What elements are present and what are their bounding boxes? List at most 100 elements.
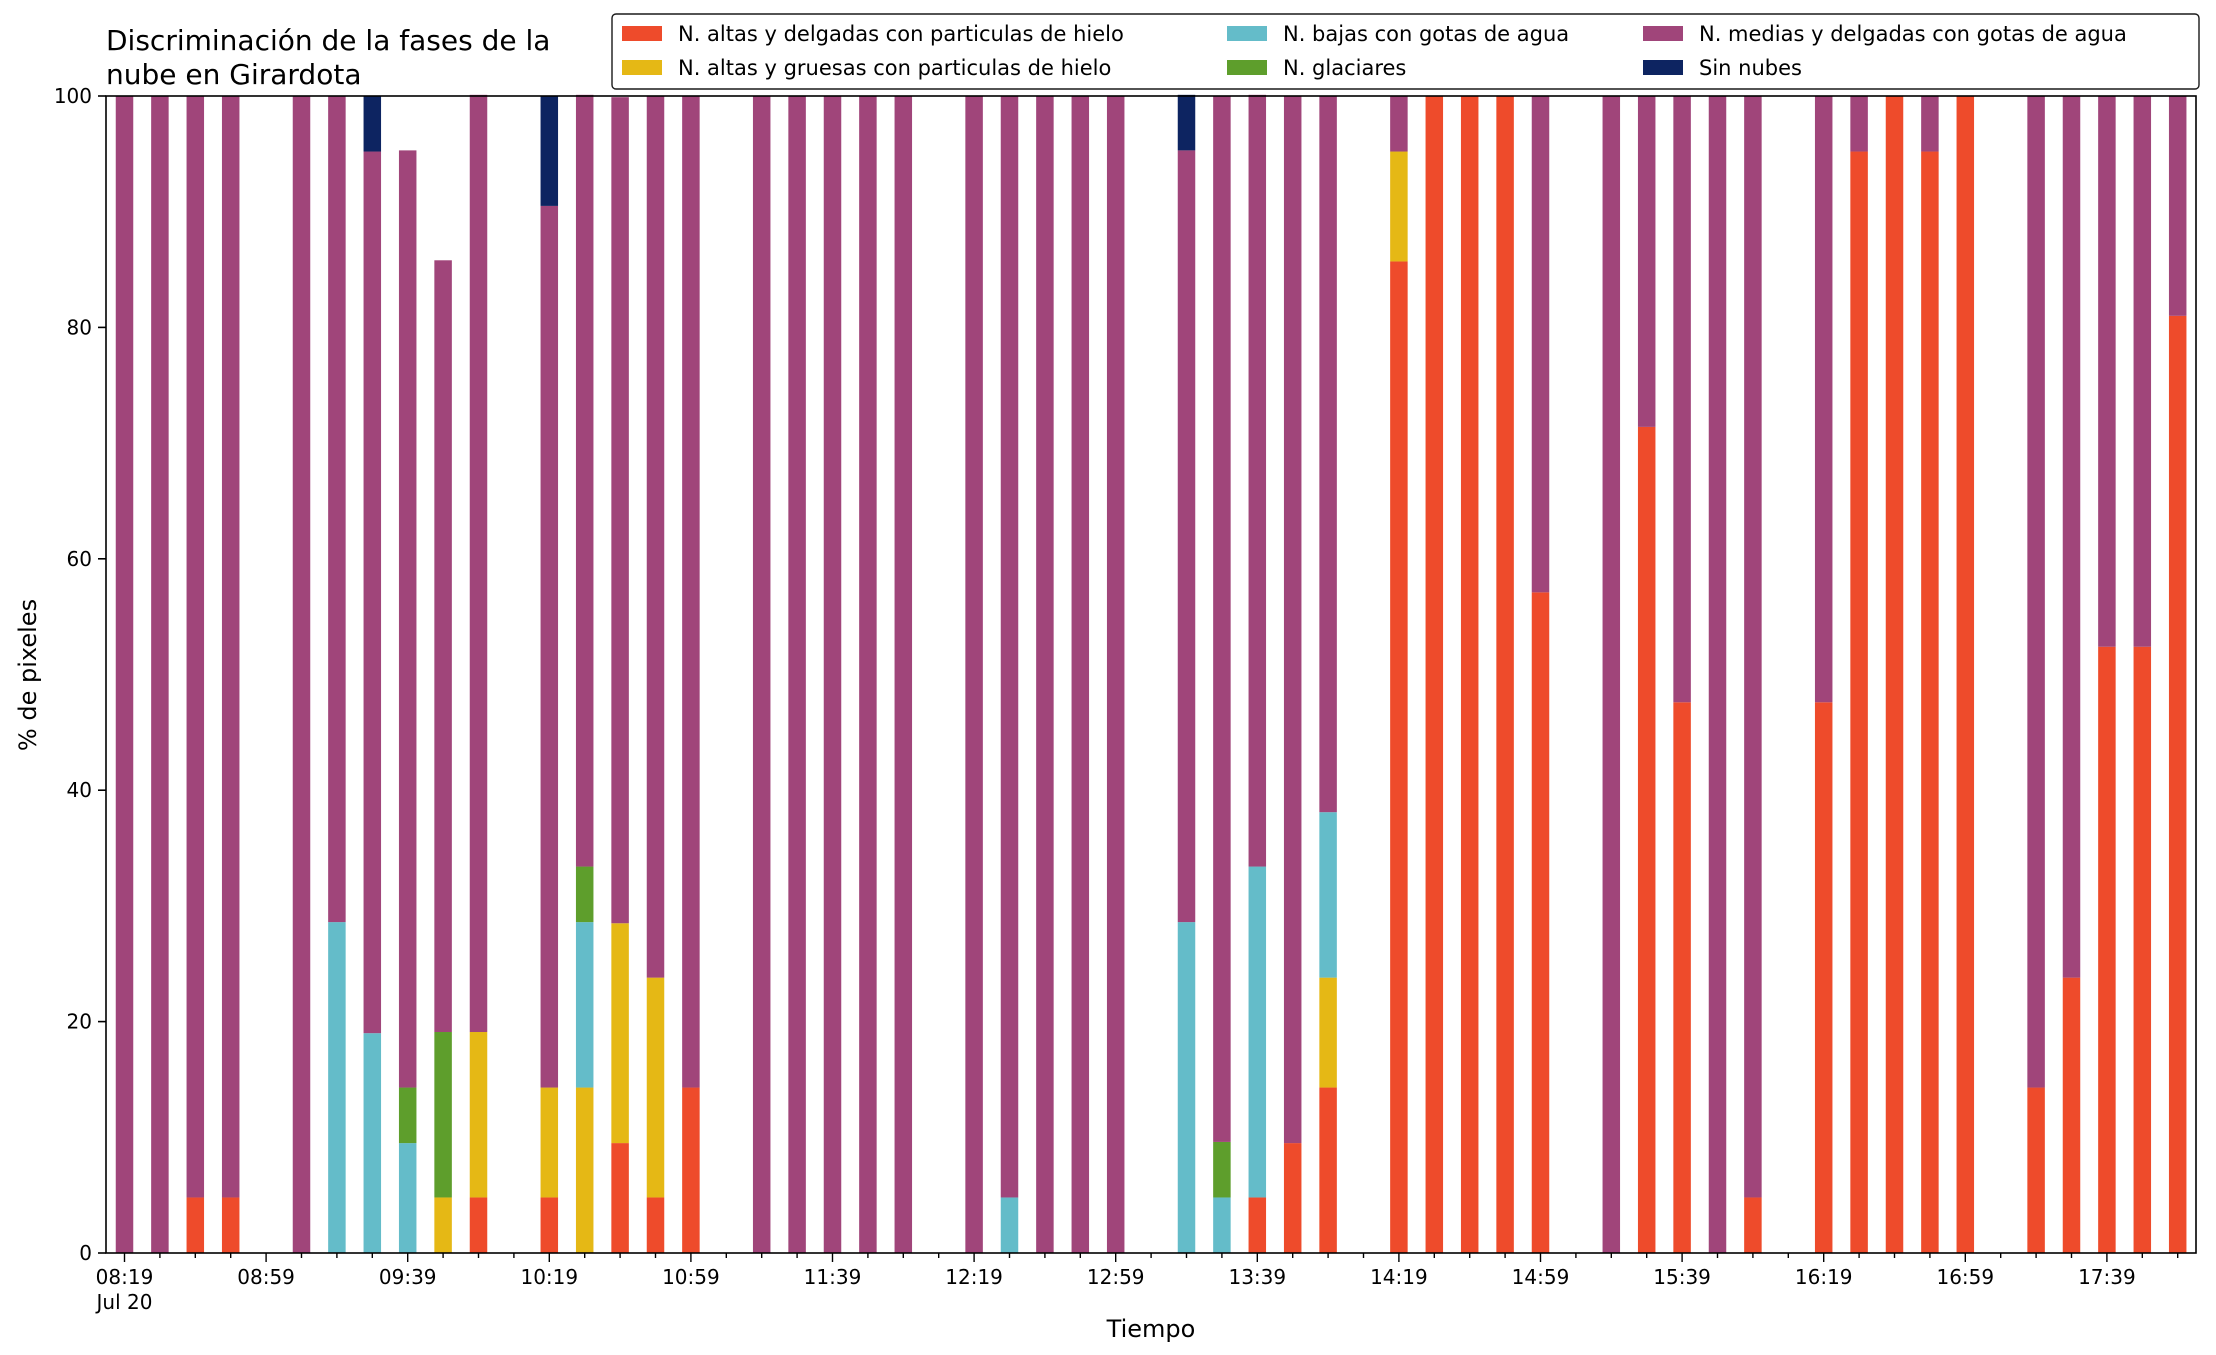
bar-segment-4-8 — [398, 150, 417, 1088]
bar-segment-4-9 — [434, 260, 452, 1033]
bar-segment-4-22 — [894, 96, 913, 1253]
bar-segment-4-43 — [1637, 96, 1656, 427]
y-axis: 0 20 40 60 80 100 — [54, 84, 106, 1265]
legend-swatch — [1643, 60, 1683, 75]
bar-segment-4-48 — [1814, 96, 1833, 703]
bar-segment-0-36 — [1390, 261, 1408, 1253]
bar-segment-5-30 — [1177, 94, 1196, 151]
x-tick-label: 08:19 — [96, 1265, 154, 1289]
legend-label: N. altas y gruesas con particulas de hie… — [678, 56, 1111, 80]
bar-segment-4-27 — [1071, 96, 1090, 1253]
bar-segment-1-15 — [646, 977, 665, 1198]
bar-segment-1-12 — [540, 1087, 559, 1198]
bar-segment-1-13 — [575, 1087, 594, 1253]
bar-segment-4-40 — [1531, 96, 1550, 593]
bar-segment-2-32 — [1248, 866, 1267, 1198]
bar-segment-4-0 — [115, 96, 134, 1253]
bar-segment-4-32 — [1248, 94, 1267, 867]
bar-segment-1-10 — [469, 1032, 488, 1198]
bar-segment-0-3 — [221, 1197, 240, 1253]
y-tick-label: 40 — [67, 778, 92, 802]
bar-segment-0-56 — [2098, 646, 2116, 1253]
bar-segment-0-51 — [1921, 151, 1939, 1253]
bar-segment-4-26 — [1036, 96, 1054, 1253]
bar-segment-4-13 — [575, 94, 594, 867]
y-tick-label: 100 — [54, 84, 92, 108]
x-tick-label: 09:39 — [379, 1265, 437, 1289]
bar-segment-4-5 — [292, 96, 311, 1253]
bars-layer — [115, 94, 2187, 1254]
bar-segment-4-25 — [1000, 96, 1019, 1198]
bar-segment-0-49 — [1850, 151, 1868, 1253]
legend-label: N. medias y delgadas con gotas de agua — [1699, 22, 2127, 46]
bar-segment-2-34 — [1319, 812, 1337, 978]
x-tick-label: 15:39 — [1653, 1265, 1711, 1289]
bar-segment-4-7 — [363, 151, 382, 1034]
legend-swatch — [622, 60, 662, 75]
bar-segment-3-8 — [398, 1087, 417, 1144]
bar-segment-4-10 — [469, 94, 488, 1033]
bar-segment-4-46 — [1744, 96, 1762, 1198]
bar-segment-1-34 — [1319, 977, 1337, 1088]
bar-segment-1-9 — [434, 1197, 452, 1253]
legend-swatch — [1227, 26, 1267, 41]
bar-segment-0-10 — [469, 1197, 488, 1253]
bar-segment-0-34 — [1319, 1087, 1337, 1253]
bar-segment-4-30 — [1177, 150, 1196, 923]
plot-frame — [105, 95, 2197, 1254]
bar-segment-4-33 — [1283, 96, 1302, 1144]
x-tick-label: 10:19 — [520, 1265, 578, 1289]
bar-segment-0-39 — [1496, 96, 1514, 1253]
bar-segment-1-36 — [1390, 151, 1408, 262]
legend-label: N. glaciares — [1283, 56, 1406, 80]
bar-segment-0-52 — [1956, 96, 1975, 1253]
bar-segment-3-9 — [434, 1032, 452, 1198]
bar-segment-4-16 — [682, 96, 700, 1088]
x-axis-label: Tiempo — [1106, 1315, 1196, 1343]
bar-segment-4-34 — [1319, 96, 1337, 813]
y-tick-label: 0 — [79, 1241, 92, 1265]
bar-segment-4-21 — [859, 96, 877, 1253]
bar-segment-4-2 — [186, 96, 205, 1198]
bar-segment-3-13 — [575, 866, 594, 923]
bar-segment-4-54 — [2027, 96, 2045, 1088]
bar-segment-2-6 — [328, 922, 346, 1253]
legend-frame — [611, 13, 2200, 90]
y-tick-label: 80 — [67, 315, 92, 339]
bar-segment-4-31 — [1213, 96, 1231, 1142]
x-tick-label: 16:19 — [1795, 1265, 1853, 1289]
x-tick-label: 12:59 — [1087, 1265, 1145, 1289]
bar-segment-4-56 — [2098, 96, 2116, 647]
bar-segment-0-57 — [2133, 646, 2152, 1253]
legend-label: N. altas y delgadas con particulas de hi… — [678, 22, 1124, 46]
x-tick-label: 16:59 — [1936, 1265, 1994, 1289]
bar-segment-0-44 — [1673, 702, 1691, 1253]
y-axis-label: % de pixeles — [14, 599, 42, 751]
x-tick-label: 14:59 — [1512, 1265, 1570, 1289]
chart-title: Discriminación de la fases de la nube en… — [106, 24, 559, 91]
bar-segment-0-48 — [1814, 702, 1833, 1253]
bar-segment-5-7 — [363, 96, 382, 152]
bar-segment-4-14 — [611, 97, 629, 924]
bar-segment-4-3 — [221, 96, 240, 1198]
bar-segment-0-50 — [1885, 96, 1904, 1253]
legend-swatch — [1643, 26, 1683, 41]
bar-segment-4-20 — [823, 96, 842, 1253]
x-tick-label: 10:59 — [662, 1265, 720, 1289]
bar-segment-4-12 — [540, 205, 559, 1088]
bar-segment-0-33 — [1283, 1143, 1302, 1253]
bar-segment-4-6 — [328, 96, 346, 923]
x-tick-label: 14:19 — [1370, 1265, 1428, 1289]
bar-segment-4-51 — [1921, 96, 1939, 152]
bar-segment-0-37 — [1425, 96, 1444, 1253]
bar-segment-4-15 — [646, 96, 665, 978]
bar-segment-2-13 — [575, 922, 594, 1088]
bar-segment-0-32 — [1248, 1197, 1267, 1253]
legend-label: Sin nubes — [1699, 56, 1802, 80]
bar-segment-4-57 — [2133, 96, 2152, 647]
bar-segment-0-14 — [611, 1143, 629, 1253]
y-tick-label: 60 — [67, 547, 92, 571]
legend-swatch — [622, 26, 662, 41]
bar-segment-4-55 — [2062, 96, 2081, 978]
